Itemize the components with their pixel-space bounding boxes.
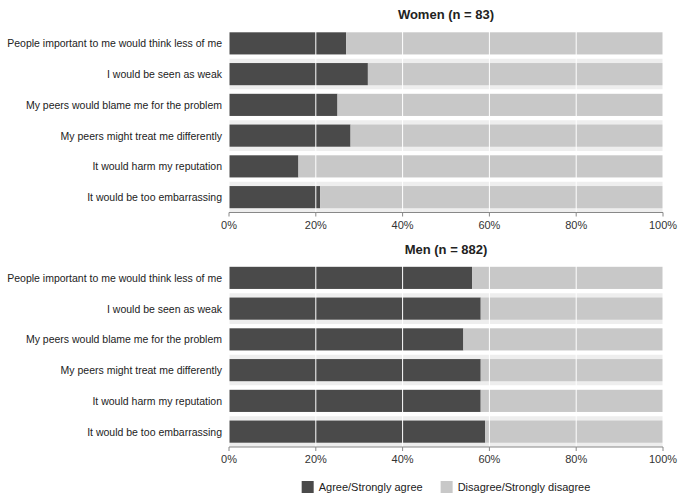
tick-label: 40% — [392, 453, 414, 465]
row-background — [229, 355, 663, 386]
bar — [229, 155, 298, 177]
x-axis-line — [229, 212, 663, 213]
bar — [485, 421, 663, 443]
tick-mark — [315, 213, 316, 217]
category-label: People important to me would think less … — [7, 272, 222, 284]
bar — [229, 390, 481, 412]
bars — [229, 32, 663, 208]
tick-label: 100% — [649, 453, 677, 465]
category-label: My peers would blame me for the problem — [26, 99, 222, 111]
bar — [229, 359, 481, 381]
category-label: It would be too embarrassing — [87, 426, 222, 438]
bar — [472, 267, 663, 289]
grid-line — [315, 263, 316, 448]
chart-root: Women (n = 83) 0% 20% 40% 60% 80% 100% People i… — [0, 0, 685, 499]
row-background — [229, 90, 663, 121]
row-background — [229, 120, 663, 151]
category-label: My peers would blame me for the problem — [26, 333, 222, 345]
legend-label: Disagree/Strongly disagree — [458, 481, 591, 493]
row-background — [229, 324, 663, 355]
tick-mark — [663, 447, 664, 451]
tick-label: 60% — [478, 219, 500, 231]
bar — [229, 328, 463, 350]
legend: Agree/Strongly agree Disagree/Strongly di… — [302, 481, 591, 493]
tick-label: 80% — [565, 219, 587, 231]
category-label: My peers might treat me differently — [61, 130, 223, 142]
category-label: My peers might treat me differently — [61, 364, 223, 376]
bar — [298, 155, 663, 177]
grid-line — [489, 28, 490, 213]
legend-label: Agree/Strongly agree — [319, 481, 423, 493]
bar — [481, 359, 663, 381]
row-background — [229, 386, 663, 417]
row-background — [229, 416, 663, 447]
bar — [320, 186, 663, 208]
bar — [338, 94, 664, 116]
chart-panel: Women (n = 83) 0% 20% 40% 60% 80% 100% People i… — [7, 7, 677, 231]
tick-label: 20% — [305, 453, 327, 465]
bar — [229, 186, 320, 208]
bar — [351, 125, 663, 147]
grid-line — [576, 263, 577, 448]
tick-label: 0% — [221, 219, 237, 231]
tick-mark — [663, 213, 664, 217]
bar — [368, 63, 663, 85]
tick-mark — [489, 447, 490, 451]
bar — [481, 298, 663, 320]
bars — [229, 267, 663, 443]
category-label: I would be seen as weak — [107, 303, 223, 315]
category-label: It would harm my reputation — [92, 395, 222, 407]
row-background — [229, 293, 663, 324]
row-background — [229, 59, 663, 90]
legend-swatch — [441, 481, 453, 493]
tick-mark — [576, 447, 577, 451]
tick-mark — [402, 213, 403, 217]
grid-line — [663, 263, 664, 448]
category-label: It would be too embarrassing — [87, 191, 222, 203]
tick-mark — [229, 213, 230, 217]
legend-swatch — [302, 481, 314, 493]
grid-line — [663, 28, 664, 213]
tick-mark — [315, 447, 316, 451]
bar — [229, 63, 368, 85]
grid-line — [229, 28, 230, 213]
row-background — [229, 182, 663, 213]
bar — [229, 125, 351, 147]
bar — [481, 390, 663, 412]
category-label: I would be seen as weak — [107, 68, 223, 80]
category-label: People important to me would think less … — [7, 37, 222, 49]
bar — [229, 94, 338, 116]
grid-line — [402, 28, 403, 213]
tick-label: 80% — [565, 453, 587, 465]
chart-title: Men (n = 882) — [405, 242, 488, 257]
tick-mark — [402, 447, 403, 451]
row-background — [229, 151, 663, 182]
tick-label: 0% — [221, 453, 237, 465]
grid-line — [315, 28, 316, 213]
chart-title: Women (n = 83) — [398, 7, 494, 22]
grid-line — [576, 28, 577, 213]
grid-line — [489, 263, 490, 448]
bar — [229, 298, 481, 320]
category-label: It would harm my reputation — [92, 160, 222, 172]
grid-line — [229, 263, 230, 448]
tick-label: 40% — [392, 219, 414, 231]
bar — [229, 267, 472, 289]
bar — [229, 32, 346, 54]
tick-label: 100% — [649, 219, 677, 231]
tick-mark — [489, 213, 490, 217]
x-axis-line — [229, 447, 663, 448]
bar — [463, 328, 663, 350]
tick-label: 60% — [478, 453, 500, 465]
bar — [229, 421, 485, 443]
grid-line — [402, 263, 403, 448]
bar — [346, 32, 663, 54]
row-background — [229, 28, 663, 59]
tick-label: 20% — [305, 219, 327, 231]
chart-panel: Men (n = 882) 0% 20% 40% 60% 80% 100% People im… — [7, 242, 677, 466]
tick-mark — [229, 447, 230, 451]
row-background — [229, 263, 663, 294]
tick-mark — [576, 213, 577, 217]
